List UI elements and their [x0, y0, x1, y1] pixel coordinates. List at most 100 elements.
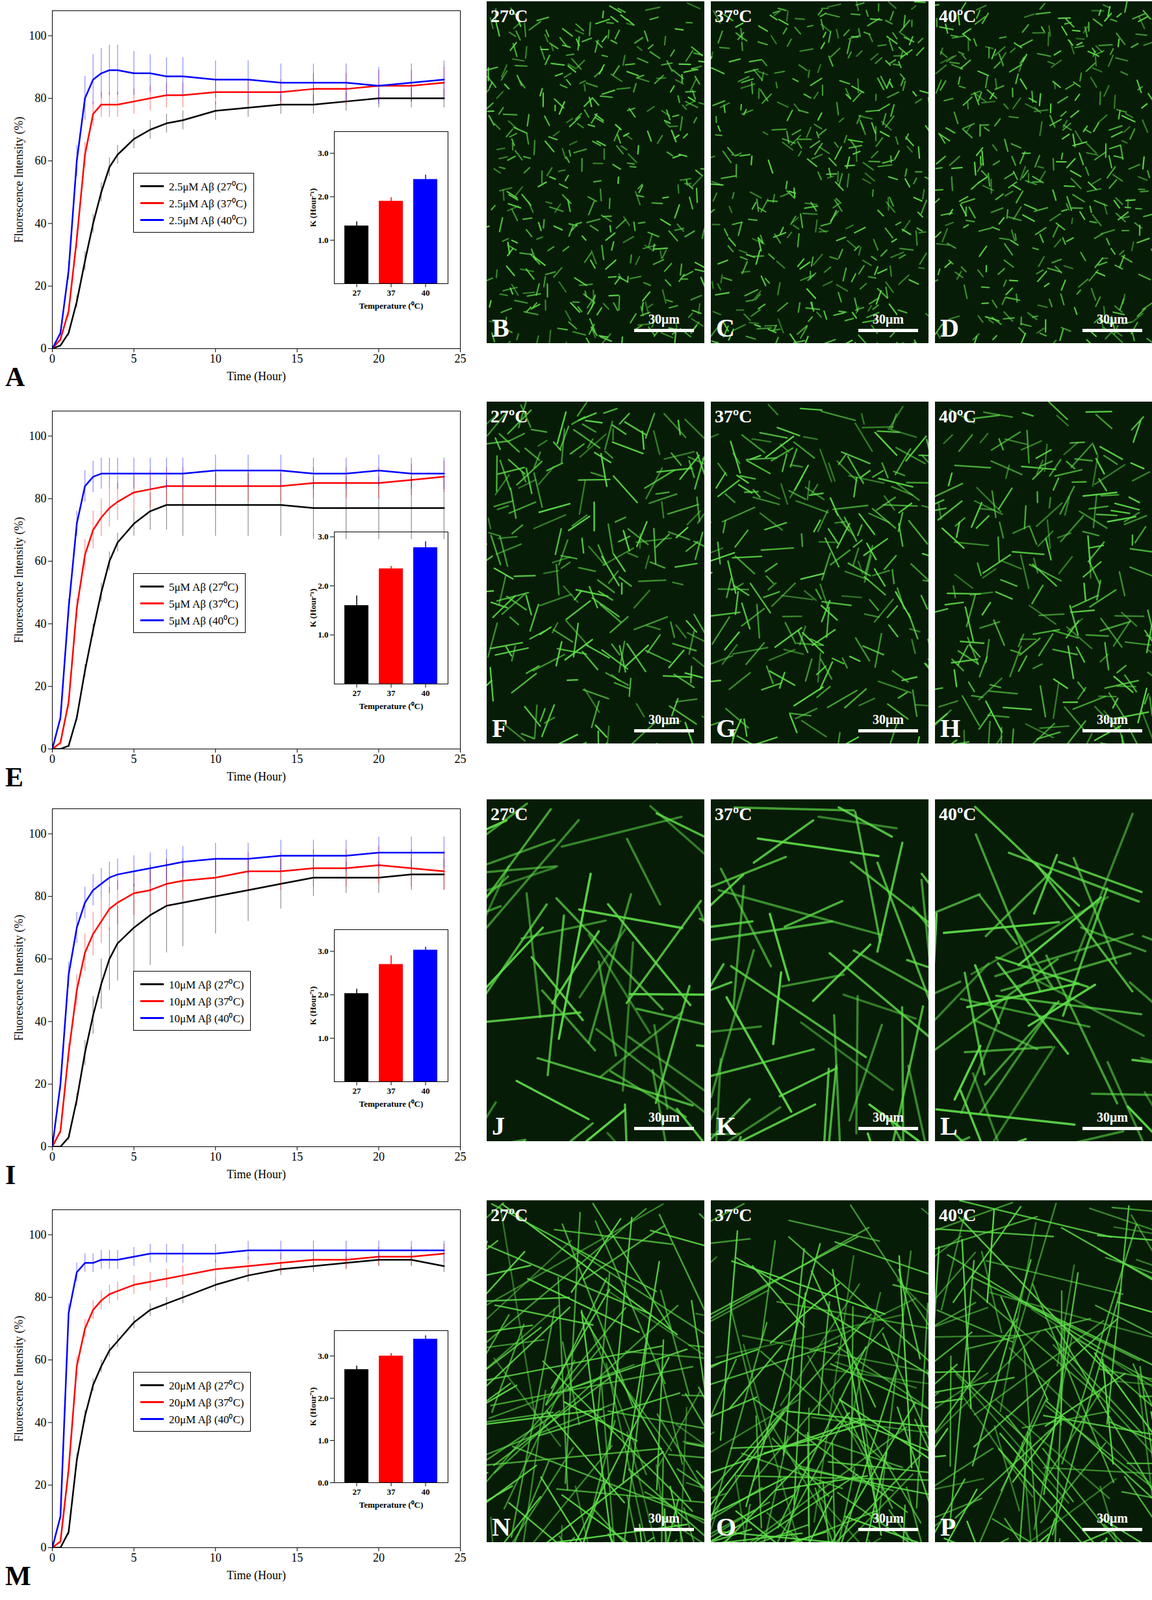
svg-text:H: H — [940, 713, 961, 743]
svg-text:40: 40 — [421, 1085, 431, 1096]
svg-text:Time (Hour): Time (Hour) — [226, 1167, 286, 1182]
svg-text:37ºC: 37ºC — [714, 803, 752, 824]
svg-text:D: D — [940, 313, 960, 343]
svg-text:60: 60 — [35, 554, 47, 568]
svg-text:Fluorescence Intensity (%): Fluorescence Intensity (%) — [12, 116, 26, 244]
svg-text:20: 20 — [372, 1150, 385, 1164]
svg-text:40ºC: 40ºC — [938, 406, 976, 427]
svg-text:J: J — [491, 1111, 505, 1141]
svg-text:25: 25 — [454, 1150, 467, 1164]
svg-text:15: 15 — [291, 352, 303, 366]
svg-text:0.0: 0.0 — [317, 1477, 329, 1488]
svg-text:1.0: 1.0 — [317, 235, 329, 245]
svg-text:37: 37 — [387, 1085, 397, 1096]
svg-text:K (Hour⁻¹): K (Hour⁻¹) — [307, 1387, 318, 1427]
svg-text:27: 27 — [352, 1085, 362, 1096]
svg-text:30μm: 30μm — [648, 311, 680, 327]
svg-text:27ºC: 27ºC — [490, 406, 528, 427]
svg-text:20: 20 — [372, 752, 385, 766]
svg-text:100: 100 — [29, 429, 47, 443]
svg-text:5: 5 — [131, 752, 138, 766]
svg-text:40: 40 — [35, 1415, 47, 1429]
svg-text:Time (Hour): Time (Hour) — [226, 769, 286, 784]
svg-text:K: K — [716, 1111, 737, 1141]
svg-text:3.0: 3.0 — [317, 148, 329, 158]
svg-text:20: 20 — [35, 1478, 47, 1492]
svg-text:0: 0 — [40, 341, 47, 355]
svg-text:15: 15 — [291, 1550, 303, 1564]
svg-text:P: P — [940, 1511, 956, 1542]
svg-text:30μm: 30μm — [872, 1109, 904, 1125]
svg-text:10: 10 — [209, 752, 222, 766]
svg-text:37ºC: 37ºC — [714, 1204, 752, 1225]
svg-text:40: 40 — [35, 617, 47, 631]
svg-text:K (Hour⁻¹): K (Hour⁻¹) — [307, 588, 318, 628]
svg-text:Temperature (⁰C): Temperature (⁰C) — [359, 1499, 424, 1510]
svg-text:20: 20 — [372, 352, 385, 366]
svg-text:30μm: 30μm — [648, 1510, 680, 1526]
svg-text:3.0: 3.0 — [317, 946, 329, 956]
svg-text:100: 100 — [29, 1228, 47, 1242]
svg-text:2.0: 2.0 — [317, 989, 329, 1000]
svg-text:B: B — [491, 313, 510, 343]
svg-text:100: 100 — [29, 29, 47, 43]
svg-text:Temperature (⁰C): Temperature (⁰C) — [359, 701, 424, 711]
svg-text:80: 80 — [35, 889, 47, 903]
svg-text:N: N — [491, 1511, 511, 1542]
svg-text:80: 80 — [35, 491, 47, 505]
svg-text:O: O — [716, 1511, 737, 1542]
svg-text:2.0: 2.0 — [317, 191, 329, 202]
svg-text:60: 60 — [35, 153, 47, 167]
svg-text:3.0: 3.0 — [317, 1350, 329, 1361]
svg-text:37: 37 — [387, 1486, 397, 1497]
svg-text:27: 27 — [352, 688, 362, 698]
svg-text:25: 25 — [454, 752, 467, 766]
svg-text:60: 60 — [35, 951, 47, 965]
svg-text:0: 0 — [49, 752, 56, 766]
svg-text:25: 25 — [454, 1550, 467, 1564]
svg-text:0: 0 — [49, 1550, 56, 1564]
svg-text:2.0: 2.0 — [317, 580, 329, 591]
svg-text:20: 20 — [372, 1550, 385, 1564]
svg-text:27ºC: 27ºC — [490, 1204, 528, 1225]
svg-text:37: 37 — [387, 688, 397, 698]
svg-text:40: 40 — [421, 287, 431, 298]
svg-text:F: F — [491, 713, 508, 743]
svg-text:80: 80 — [35, 1290, 47, 1304]
svg-text:37: 37 — [387, 287, 397, 298]
svg-text:30μm: 30μm — [872, 1510, 904, 1526]
svg-text:Time (Hour): Time (Hour) — [226, 369, 286, 384]
svg-text:0: 0 — [40, 742, 47, 756]
svg-text:40: 40 — [35, 217, 47, 231]
svg-text:C: C — [716, 313, 735, 343]
svg-text:27ºC: 27ºC — [490, 803, 528, 824]
svg-text:80: 80 — [35, 91, 47, 105]
svg-text:10: 10 — [209, 1550, 222, 1564]
svg-text:40: 40 — [421, 688, 431, 698]
svg-text:30μm: 30μm — [1096, 712, 1128, 728]
svg-text:37ºC: 37ºC — [714, 406, 752, 427]
svg-text:27: 27 — [352, 1486, 362, 1497]
svg-text:K (Hour⁻¹): K (Hour⁻¹) — [307, 986, 318, 1026]
svg-text:3.0: 3.0 — [317, 531, 329, 542]
svg-text:40ºC: 40ºC — [938, 5, 976, 26]
svg-text:Fluorescence Intensity (%): Fluorescence Intensity (%) — [12, 914, 26, 1041]
svg-text:5: 5 — [131, 1150, 138, 1164]
svg-text:27: 27 — [352, 287, 362, 298]
svg-text:30μm: 30μm — [648, 712, 680, 728]
svg-text:1.0: 1.0 — [317, 629, 329, 640]
svg-text:0: 0 — [40, 1540, 47, 1554]
svg-text:30μm: 30μm — [1096, 1510, 1128, 1526]
svg-text:1.0: 1.0 — [317, 1435, 329, 1446]
svg-text:G: G — [716, 713, 737, 743]
svg-text:0: 0 — [49, 1150, 56, 1164]
svg-text:10: 10 — [209, 1150, 222, 1164]
svg-text:20: 20 — [35, 679, 47, 693]
svg-text:1.0: 1.0 — [317, 1033, 329, 1043]
svg-text:20: 20 — [35, 1077, 47, 1091]
svg-text:5: 5 — [131, 352, 138, 366]
svg-text:0: 0 — [49, 352, 56, 366]
svg-text:Fluorescence Intensity (%): Fluorescence Intensity (%) — [12, 517, 26, 644]
svg-text:40ºC: 40ºC — [938, 803, 976, 824]
svg-text:L: L — [940, 1111, 958, 1141]
